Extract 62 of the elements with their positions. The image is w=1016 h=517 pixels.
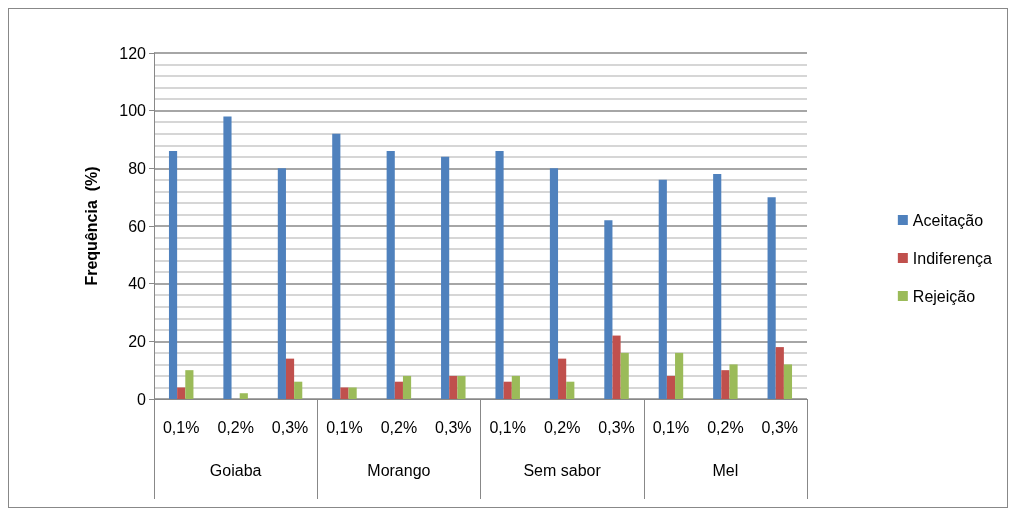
legend-label: Rejeição bbox=[912, 287, 976, 305]
x-tick-label: 0,1% bbox=[326, 418, 363, 436]
bar bbox=[340, 387, 349, 399]
bar bbox=[666, 375, 676, 399]
y-tick-label: 60 bbox=[128, 217, 147, 235]
y-tick-label: 0 bbox=[137, 390, 147, 408]
bar bbox=[223, 116, 232, 399]
bar bbox=[675, 352, 684, 399]
bar bbox=[549, 168, 559, 399]
bar bbox=[713, 174, 722, 399]
legend-label: Indiferença bbox=[912, 249, 993, 267]
x-tick-label: 0,2% bbox=[380, 418, 418, 436]
bar bbox=[775, 347, 784, 399]
bar bbox=[511, 375, 520, 399]
bar bbox=[620, 352, 629, 399]
bar bbox=[332, 133, 341, 399]
text: Morango bbox=[367, 461, 431, 479]
y-axis-title: Frequência (%) bbox=[82, 166, 100, 286]
text: Mel bbox=[712, 461, 739, 479]
bar bbox=[503, 381, 512, 399]
x-tick-label: 0,3% bbox=[435, 418, 472, 436]
y-tick-label: 100 bbox=[119, 102, 147, 120]
bar bbox=[783, 364, 793, 399]
bar bbox=[168, 151, 178, 399]
y-tick-label: 40 bbox=[128, 275, 147, 293]
bar bbox=[294, 381, 303, 399]
y-tick-label: 80 bbox=[128, 159, 147, 177]
bar bbox=[604, 220, 613, 399]
bar bbox=[449, 375, 458, 399]
x-tick-label: 0,1% bbox=[652, 418, 690, 436]
x-tick-label: 0,2% bbox=[217, 418, 254, 436]
bar bbox=[348, 387, 357, 399]
y-tick-label: 20 bbox=[128, 332, 147, 350]
bar bbox=[177, 387, 186, 399]
x-tick-label: 0,2% bbox=[543, 418, 581, 436]
bar bbox=[185, 370, 194, 399]
y-tick-label: 120 bbox=[119, 44, 147, 62]
bar bbox=[394, 381, 403, 399]
bar bbox=[495, 151, 504, 399]
x-tick-label: 0,3% bbox=[761, 418, 799, 436]
bar bbox=[441, 156, 450, 399]
x-tick-label: 0,2% bbox=[707, 418, 744, 436]
text: Sem sabor bbox=[523, 461, 602, 479]
bar bbox=[239, 393, 248, 399]
bar bbox=[658, 179, 667, 399]
bar bbox=[566, 381, 575, 399]
bar bbox=[721, 370, 730, 399]
bar bbox=[558, 358, 567, 399]
x-tick-label: 0,1% bbox=[489, 418, 526, 436]
bar bbox=[767, 197, 776, 399]
bar bbox=[285, 358, 295, 399]
bar bbox=[612, 335, 621, 399]
text: Goiaba bbox=[209, 461, 262, 479]
x-tick-label: 0,3% bbox=[271, 418, 309, 436]
bar bbox=[457, 375, 466, 399]
legend-label: Aceitação bbox=[912, 211, 984, 229]
bar bbox=[729, 364, 738, 399]
bar bbox=[277, 168, 286, 399]
bar bbox=[402, 375, 412, 399]
x-tick-label: 0,1% bbox=[162, 418, 200, 436]
bar bbox=[386, 151, 395, 399]
x-tick-label: 0,3% bbox=[598, 418, 635, 436]
